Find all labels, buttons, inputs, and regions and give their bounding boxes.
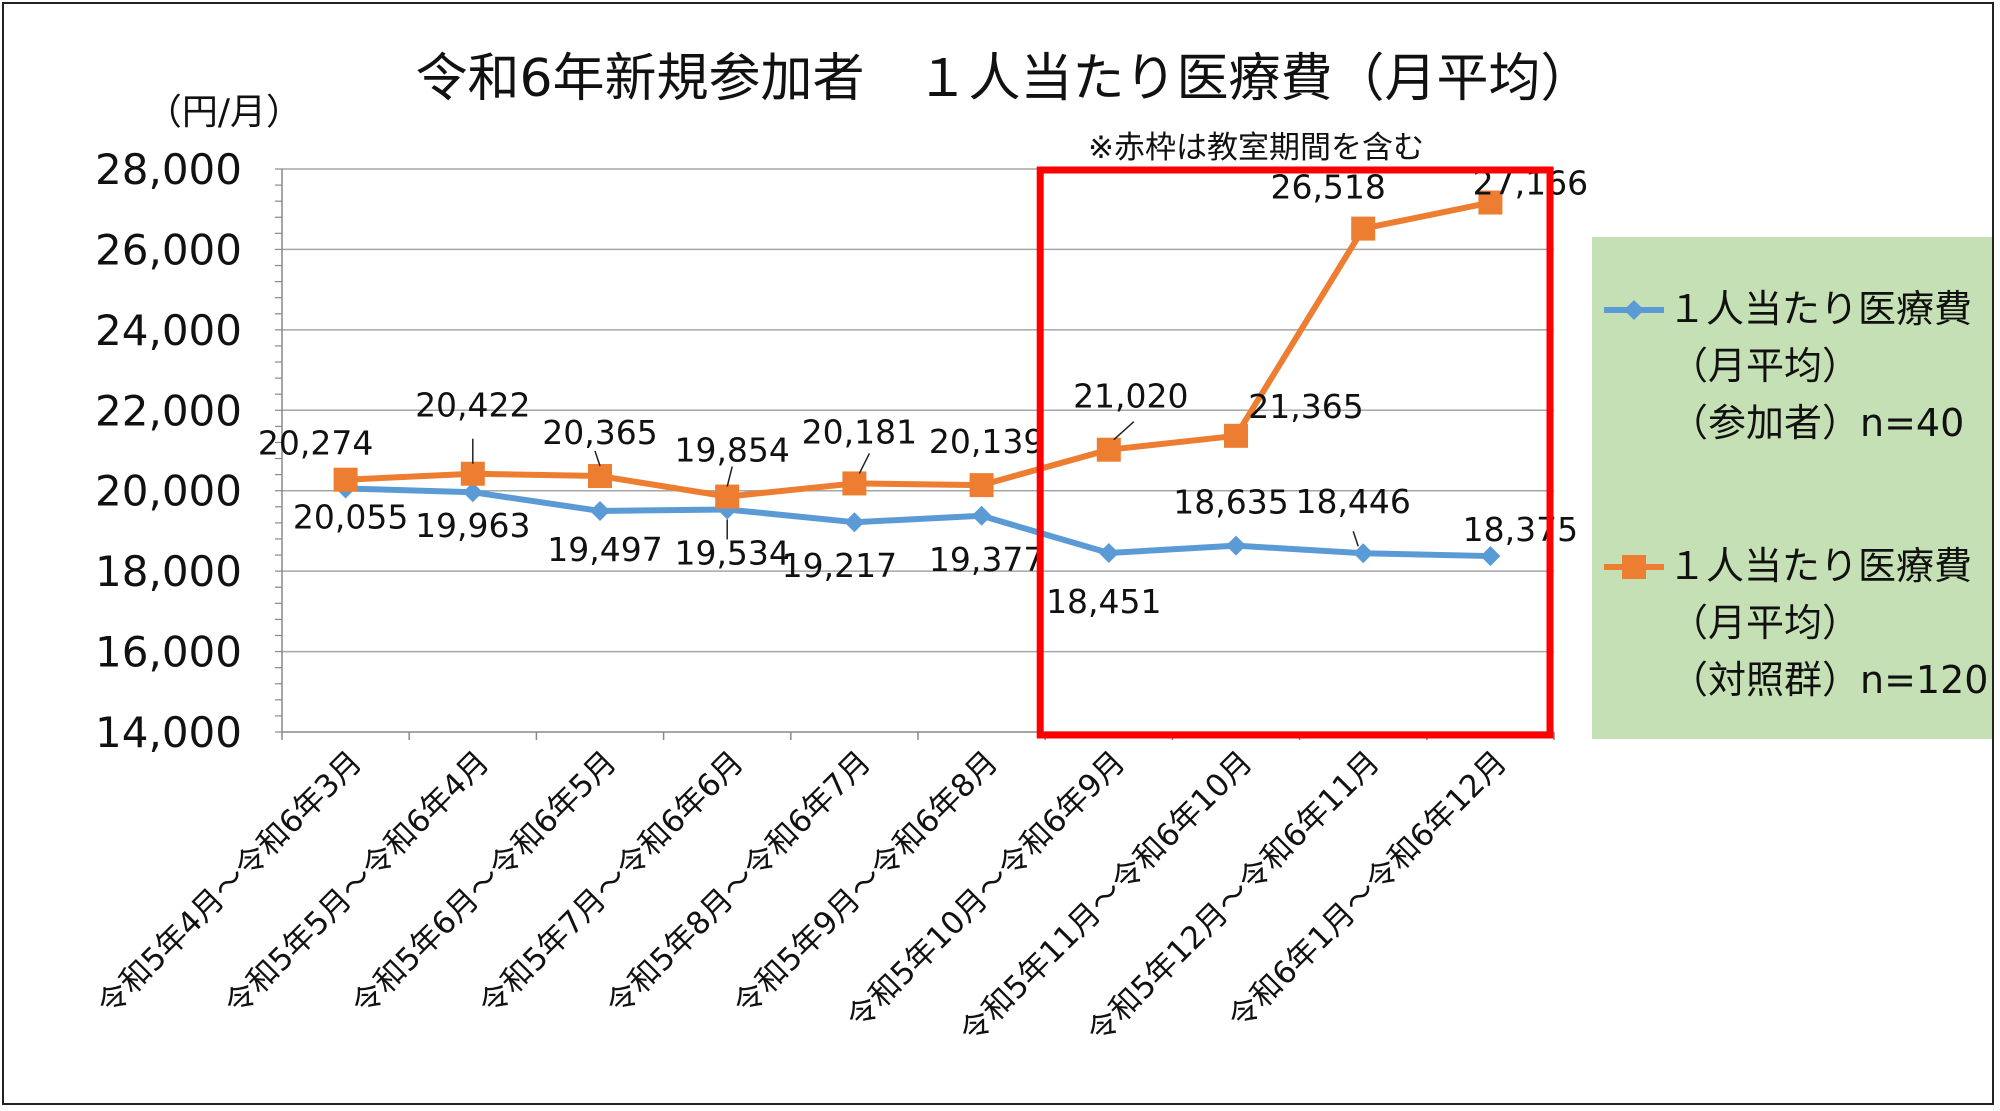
highlight-box xyxy=(1036,166,1554,739)
legend-series-2-text: １人当たり医療費 xyxy=(1668,544,1972,588)
legend-series-1-marker xyxy=(1624,300,1644,320)
x-tick-label: 令和5年5月～令和6年4月 xyxy=(218,744,497,1023)
series-1-data-label: 19,377 xyxy=(929,540,1044,579)
series-2-point xyxy=(333,467,358,492)
highlight-note: ※赤枠は教室期間を含む xyxy=(1088,130,1424,166)
series-2-point xyxy=(460,461,485,486)
series-1-data-label: 19,963 xyxy=(415,506,530,545)
y-tick-label: 14,000 xyxy=(95,708,242,757)
series-2-point xyxy=(1351,216,1376,241)
x-tick-label: 令和5年4月～令和6年3月 xyxy=(91,744,370,1023)
series-lines xyxy=(333,190,1503,567)
leader-line xyxy=(858,453,871,474)
series-2-data-label: 19,854 xyxy=(674,431,789,470)
legend-series-1-text: （月平均） xyxy=(1670,344,1860,388)
series-1-data-label: 19,217 xyxy=(782,546,897,585)
leader-line xyxy=(726,466,733,487)
x-tick-labels: 令和5年4月～令和6年3月令和5年5月～令和6年4月令和5年6月～令和6年5月令… xyxy=(91,744,1514,1050)
legend: １人当たり医療費 （月平均） （参加者）n=40 １人当たり医療費 （月平均） （対照群）… xyxy=(1592,237,1992,739)
y-tick-label: 18,000 xyxy=(95,547,242,596)
series-1-point xyxy=(844,512,865,533)
series-2-data-label: 20,422 xyxy=(415,386,530,425)
x-tick-label: 令和5年7月～令和6年6月 xyxy=(472,744,751,1023)
legend-series-2-text: （対照群）n=120 xyxy=(1670,658,1988,702)
y-tick-label: 22,000 xyxy=(95,386,242,435)
series-1-data-label: 18,451 xyxy=(1046,582,1161,621)
y-tick-label: 26,000 xyxy=(95,225,242,274)
y-tick-label: 24,000 xyxy=(95,306,242,355)
series-1-data-label: 18,375 xyxy=(1463,510,1578,549)
series-2-point xyxy=(1224,423,1248,448)
series-1-data-label: 19,534 xyxy=(674,533,789,572)
series-1-point xyxy=(590,500,610,521)
series-1-point xyxy=(1226,535,1246,556)
series-2-data-label: 26,518 xyxy=(1270,168,1385,207)
series-2-point xyxy=(842,471,867,496)
series-2-data-label: 21,365 xyxy=(1248,387,1363,426)
series-2-point xyxy=(969,473,994,498)
leader-line xyxy=(594,450,601,467)
series-1-line xyxy=(345,485,1491,560)
legend-box xyxy=(1592,237,1992,739)
series-1-data-label: 19,497 xyxy=(547,530,662,569)
series-1-point xyxy=(1353,543,1374,564)
line-chart: 令和6年新規参加者 １人当たり医療費（月平均） （円/月） ※赤枠は教室期間を含… xyxy=(91,49,1992,1051)
legend-series-1-text: （参加者）n=40 xyxy=(1670,401,1964,445)
series-2-data-label: 20,181 xyxy=(802,412,917,451)
y-tick-label: 16,000 xyxy=(95,628,242,677)
series-2-data-label: 20,274 xyxy=(258,424,373,463)
leader-line xyxy=(1113,421,1135,441)
series-2-point xyxy=(588,464,612,489)
y-tick-label: 28,000 xyxy=(95,145,242,194)
leader-line xyxy=(1352,530,1359,547)
series-2-data-label: 20,139 xyxy=(929,422,1044,461)
axes xyxy=(275,168,1555,740)
y-tick-label: 20,000 xyxy=(95,467,242,516)
series-2-line xyxy=(345,199,1492,500)
legend-series-1-text: １人当たり医療費 xyxy=(1668,287,1972,331)
legend-series-2-text: （月平均） xyxy=(1670,601,1860,645)
series-2-point xyxy=(715,484,740,509)
highlight-box-group xyxy=(1036,166,1554,739)
series-1-point xyxy=(1098,543,1119,564)
series-1-point xyxy=(462,482,483,503)
series-2-data-label: 21,020 xyxy=(1073,377,1188,416)
series-1-data-label: 20,055 xyxy=(293,498,408,537)
legend-series-2-marker xyxy=(1622,555,1646,579)
gridlines xyxy=(282,168,1554,653)
y-unit-label: （円/月） xyxy=(146,92,302,133)
series-2-point xyxy=(1096,437,1121,462)
series-1-point xyxy=(971,505,992,526)
x-tick-label: 令和5年6月～令和6年5月 xyxy=(345,744,624,1023)
x-tick-label: 令和5年8月～令和6年7月 xyxy=(600,744,879,1023)
x-tick-label: 令和5年9月～令和6年8月 xyxy=(727,744,1006,1023)
y-tick-labels: 14,000 16,000 18,000 20,000 22,000 24,000 26,0… xyxy=(95,145,242,757)
series-2-data-label: 20,365 xyxy=(542,413,657,452)
series-1-point xyxy=(1480,546,1501,567)
series-1-data-label: 18,446 xyxy=(1295,482,1410,521)
series-2-point xyxy=(1478,190,1503,215)
series-1-data-label: 18,635 xyxy=(1173,483,1288,522)
chart-title: 令和6年新規参加者 １人当たり医療費（月平均） xyxy=(415,49,1592,109)
